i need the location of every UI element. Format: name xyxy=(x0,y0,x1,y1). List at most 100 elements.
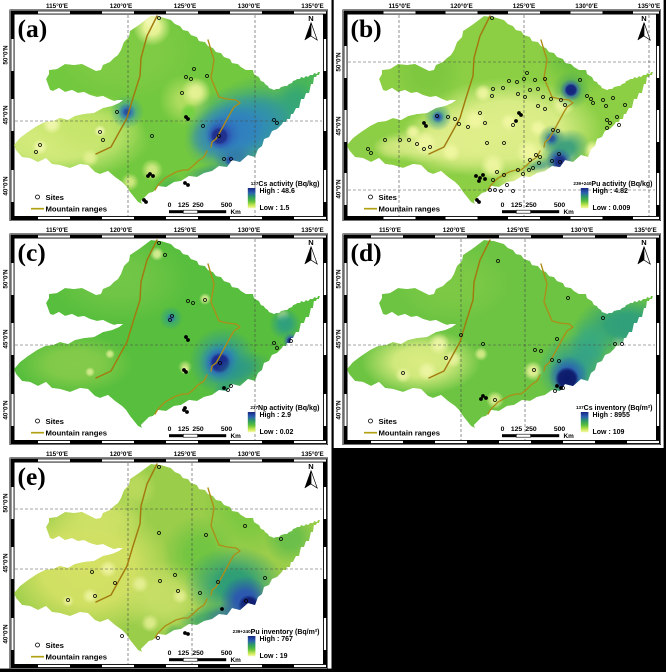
svg-text:High : 8955: High : 8955 xyxy=(593,412,630,419)
svg-text:Low : 109: Low : 109 xyxy=(593,429,625,436)
svg-text:239+240Pu activity (Bq/kg): 239+240Pu activity (Bq/kg) xyxy=(573,181,652,189)
svg-text:45°0′N: 45°0′N xyxy=(2,553,10,573)
svg-text:50°0′N: 50°0′N xyxy=(2,269,10,289)
svg-text:40°0′N: 40°0′N xyxy=(335,400,343,420)
svg-text:500: 500 xyxy=(554,202,566,209)
svg-text:250: 250 xyxy=(192,426,204,433)
svg-text:50°0′N: 50°0′N xyxy=(335,52,343,72)
svg-text:115°0′E: 115°0′E xyxy=(46,226,68,234)
svg-text:45°0′N: 45°0′N xyxy=(335,329,343,349)
svg-text:137Cs activity (Bq/kg): 137Cs activity (Bq/kg) xyxy=(251,181,320,189)
svg-text:125°0′E: 125°0′E xyxy=(513,2,535,10)
svg-text:Sites: Sites xyxy=(46,641,64,650)
svg-text:130°0′E: 130°0′E xyxy=(238,2,260,10)
svg-text:239+240Pu inventory (Bq/m²): 239+240Pu inventory (Bq/m²) xyxy=(233,629,320,637)
svg-text:120°0′E: 120°0′E xyxy=(110,450,132,458)
svg-text:135°0′E: 135°0′E xyxy=(301,226,323,234)
svg-text:500: 500 xyxy=(221,426,233,433)
svg-text:40°0′N: 40°0′N xyxy=(335,179,343,199)
svg-text:Sites: Sites xyxy=(46,417,64,426)
svg-text:250: 250 xyxy=(525,202,537,209)
svg-text:0: 0 xyxy=(501,202,505,209)
svg-text:130°0′E: 130°0′E xyxy=(238,450,260,458)
svg-text:Mountain ranges: Mountain ranges xyxy=(379,429,441,438)
svg-text:500: 500 xyxy=(221,650,233,657)
svg-text:135°0′E: 135°0′E xyxy=(634,226,656,234)
svg-text:125: 125 xyxy=(178,202,190,209)
svg-text:40°0′N: 40°0′N xyxy=(2,624,10,644)
svg-text:115°0′E: 115°0′E xyxy=(379,226,401,234)
svg-text:115°0′E: 115°0′E xyxy=(388,2,410,10)
svg-text:40°0′N: 40°0′N xyxy=(2,176,10,196)
svg-text:120°0′E: 120°0′E xyxy=(110,2,132,10)
svg-text:500: 500 xyxy=(221,202,233,209)
svg-text:N: N xyxy=(641,238,646,247)
svg-text:Mountain ranges: Mountain ranges xyxy=(379,205,441,214)
svg-text:135°0′E: 135°0′E xyxy=(301,2,323,10)
svg-text:130°0′E: 130°0′E xyxy=(575,2,597,10)
svg-text:Km: Km xyxy=(231,209,242,216)
svg-text:0: 0 xyxy=(501,426,505,433)
svg-text:(e): (e) xyxy=(18,462,46,491)
svg-text:120°0′E: 120°0′E xyxy=(110,226,132,234)
svg-text:N: N xyxy=(641,14,646,23)
svg-text:125°0′E: 125°0′E xyxy=(507,226,529,234)
svg-text:125: 125 xyxy=(178,426,190,433)
svg-text:130°0′E: 130°0′E xyxy=(571,226,593,234)
svg-text:Low : 19: Low : 19 xyxy=(260,653,288,660)
svg-text:Low : 0.02: Low : 0.02 xyxy=(260,429,294,436)
svg-text:50°0′N: 50°0′N xyxy=(335,269,343,289)
svg-text:125°0′E: 125°0′E xyxy=(174,450,196,458)
svg-text:237Np activity (Bq/kg): 237Np activity (Bq/kg) xyxy=(250,405,319,413)
svg-text:115°0′E: 115°0′E xyxy=(46,450,68,458)
svg-text:(b): (b) xyxy=(351,14,382,43)
svg-text:High : 48.6: High : 48.6 xyxy=(260,188,296,195)
svg-text:137Cs inventory (Bq/m²): 137Cs inventory (Bq/m²) xyxy=(576,405,653,413)
svg-text:N: N xyxy=(308,238,313,247)
svg-text:0: 0 xyxy=(168,650,172,657)
svg-text:Km: Km xyxy=(564,209,575,216)
svg-text:125: 125 xyxy=(511,426,523,433)
svg-text:250: 250 xyxy=(192,650,204,657)
svg-text:0: 0 xyxy=(168,202,172,209)
svg-text:250: 250 xyxy=(192,202,204,209)
svg-text:135°0′E: 135°0′E xyxy=(301,450,323,458)
svg-text:High : 2.9: High : 2.9 xyxy=(260,412,292,419)
svg-text:Km: Km xyxy=(231,433,242,440)
svg-text:125°0′E: 125°0′E xyxy=(174,2,196,10)
svg-text:130°0′E: 130°0′E xyxy=(238,226,260,234)
svg-text:Sites: Sites xyxy=(46,193,64,202)
svg-text:125: 125 xyxy=(178,650,190,657)
svg-text:N: N xyxy=(308,14,313,23)
svg-text:Low : 0.009: Low : 0.009 xyxy=(593,205,631,212)
svg-text:135°0′E: 135°0′E xyxy=(638,2,660,10)
svg-text:125°0′E: 125°0′E xyxy=(174,226,196,234)
svg-text:50°0′N: 50°0′N xyxy=(2,493,10,513)
svg-text:Low : 1.5: Low : 1.5 xyxy=(260,205,290,212)
svg-text:120°0′E: 120°0′E xyxy=(443,226,465,234)
svg-text:N: N xyxy=(308,462,313,471)
svg-text:High : 4.82: High : 4.82 xyxy=(593,188,629,195)
svg-text:50°0′N: 50°0′N xyxy=(2,45,10,65)
svg-text:45°0′N: 45°0′N xyxy=(2,105,10,125)
svg-text:Km: Km xyxy=(231,657,242,664)
svg-text:0: 0 xyxy=(168,426,172,433)
svg-text:125: 125 xyxy=(511,202,523,209)
svg-text:45°0′N: 45°0′N xyxy=(335,116,343,136)
svg-text:40°0′N: 40°0′N xyxy=(2,400,10,420)
svg-text:Sites: Sites xyxy=(379,417,397,426)
svg-text:(a): (a) xyxy=(18,14,48,43)
svg-text:Mountain ranges: Mountain ranges xyxy=(46,429,108,438)
svg-text:45°0′N: 45°0′N xyxy=(2,329,10,349)
svg-text:Mountain ranges: Mountain ranges xyxy=(46,653,108,662)
svg-text:Mountain ranges: Mountain ranges xyxy=(46,205,108,214)
svg-text:500: 500 xyxy=(554,426,566,433)
svg-text:Km: Km xyxy=(564,433,575,440)
svg-text:(c): (c) xyxy=(18,238,46,267)
svg-text:Sites: Sites xyxy=(379,193,397,202)
svg-text:High : 767: High : 767 xyxy=(260,636,294,643)
svg-text:(d): (d) xyxy=(351,238,382,267)
svg-text:120°0′E: 120°0′E xyxy=(450,2,472,10)
svg-text:250: 250 xyxy=(525,426,537,433)
svg-text:115°0′E: 115°0′E xyxy=(46,2,68,10)
